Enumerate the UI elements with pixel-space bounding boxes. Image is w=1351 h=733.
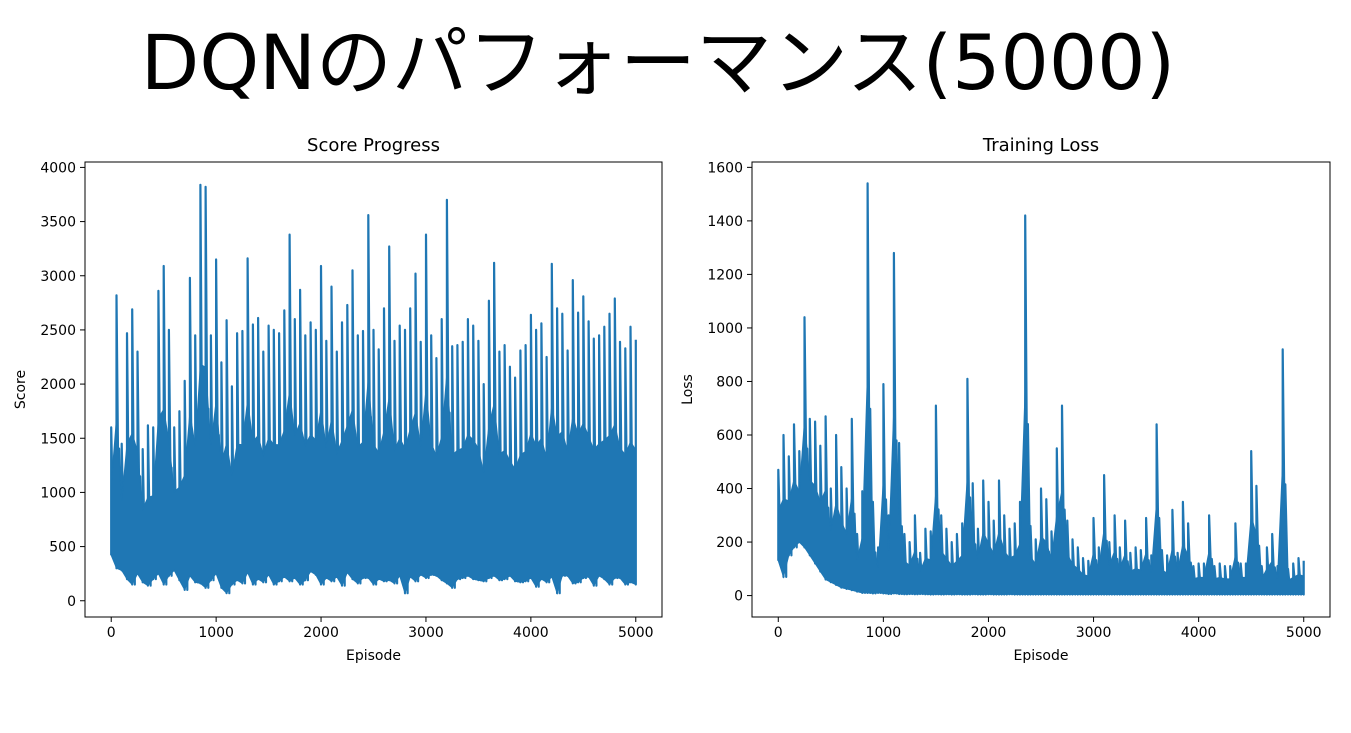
loss-y-tick-label: 1400 <box>707 214 743 230</box>
score-y-tick-label: 0 <box>67 594 76 610</box>
score-x-tick-label: 0 <box>107 625 116 641</box>
score-y-axis-label: Score <box>13 370 29 409</box>
score-y-tick-label: 500 <box>49 540 76 556</box>
loss-y-tick-label: 400 <box>716 482 743 498</box>
loss-y-tick-label: 1200 <box>707 267 743 283</box>
loss-y-tick-label: 0 <box>734 589 743 605</box>
score-chart-title: Score Progress <box>307 135 440 156</box>
score-series-band <box>110 363 637 595</box>
score-y-tick-label: 4000 <box>40 160 76 176</box>
slide-title: DQNのパフォーマンス(5000) <box>140 18 1176 107</box>
loss-y-tick-label: 1600 <box>707 160 743 176</box>
loss-x-tick-label: 0 <box>774 625 783 641</box>
loss-x-tick-label: 5000 <box>1286 625 1322 641</box>
score-x-tick-label: 1000 <box>198 625 234 641</box>
score-y-tick-label: 2000 <box>40 377 76 393</box>
score-progress-chart: Score Progress 0 1000 2000 3000 4000 5000 0 500 1… <box>13 135 663 664</box>
score-x-tick-label: 5000 <box>618 625 654 641</box>
score-x-tick-label: 4000 <box>513 625 549 641</box>
loss-x-tick-label: 4000 <box>1181 625 1217 641</box>
score-axes-frame <box>84 161 663 618</box>
score-y-tick-label: 1000 <box>40 485 76 501</box>
training-loss-chart: Training Loss 0 1000 2000 3000 4000 5000 0 200 40… <box>680 135 1331 664</box>
loss-chart-title: Training Loss <box>982 135 1099 156</box>
loss-x-tick-label: 3000 <box>1076 625 1112 641</box>
loss-y-tick-label: 800 <box>716 374 743 390</box>
loss-x-axis-label: Episode <box>1014 648 1069 664</box>
loss-y-tick-label: 1000 <box>707 321 743 337</box>
loss-y-tick-label: 200 <box>716 535 743 551</box>
loss-x-tick-label: 2000 <box>971 625 1007 641</box>
loss-y-axis-label: Loss <box>680 374 696 405</box>
loss-y-tick-label: 600 <box>716 428 743 444</box>
loss-axes-frame <box>751 161 1331 618</box>
score-y-tick-label: 3000 <box>40 269 76 285</box>
score-y-tick-label: 3500 <box>40 215 76 231</box>
score-x-tick-label: 2000 <box>303 625 339 641</box>
loss-series-line <box>777 182 1305 596</box>
score-y-tick-label: 1500 <box>40 431 76 447</box>
score-x-axis-label: Episode <box>346 648 401 664</box>
loss-series-band <box>777 367 1305 596</box>
loss-x-tick-label: 1000 <box>866 625 902 641</box>
score-y-tick-label: 2500 <box>40 323 76 339</box>
score-x-tick-label: 3000 <box>408 625 444 641</box>
